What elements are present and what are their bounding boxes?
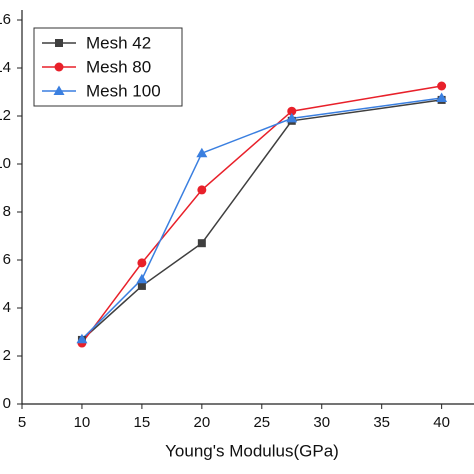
marker — [437, 81, 447, 91]
marker — [436, 92, 448, 102]
marker — [197, 185, 207, 195]
legend-label: Mesh 42 — [86, 33, 151, 52]
y-tick-label: 0 — [3, 395, 11, 412]
x-tick-label: 15 — [134, 414, 151, 431]
legend-marker — [54, 62, 64, 72]
series-line — [81, 97, 442, 340]
marker — [137, 281, 146, 290]
series-line — [81, 85, 442, 344]
x-tick-label: 30 — [313, 414, 330, 431]
x-tick-label: 25 — [253, 414, 270, 431]
x-axis-title: Young's Modulus(GPa) — [165, 441, 339, 460]
x-tick-label: 5 — [18, 414, 26, 431]
y-tick-label: 10 — [0, 155, 11, 172]
marker — [286, 112, 298, 123]
y-tick-label: 2 — [3, 347, 11, 364]
marker — [197, 239, 206, 248]
marker — [196, 147, 208, 158]
legend-label: Mesh 80 — [86, 57, 151, 76]
y-tick-label: 8 — [3, 203, 11, 220]
legend-marker — [55, 39, 63, 47]
x-tick-label: 10 — [74, 414, 91, 431]
marker — [287, 106, 297, 116]
marker — [136, 273, 148, 284]
legend-marker — [53, 85, 65, 95]
series-line — [81, 99, 442, 341]
y-tick-label: 14 — [0, 59, 11, 76]
marker — [137, 258, 147, 268]
x-tick-label: 20 — [193, 414, 210, 431]
y-tick-label: 16 — [0, 11, 11, 28]
marker — [76, 333, 88, 344]
y-tick-label: 4 — [3, 299, 11, 316]
x-tick-label: 40 — [433, 414, 450, 431]
y-tick-label: 6 — [3, 251, 11, 268]
y-tick-label: 12 — [0, 107, 11, 124]
legend-label: Mesh 100 — [86, 81, 161, 100]
x-tick-label: 35 — [373, 414, 390, 431]
